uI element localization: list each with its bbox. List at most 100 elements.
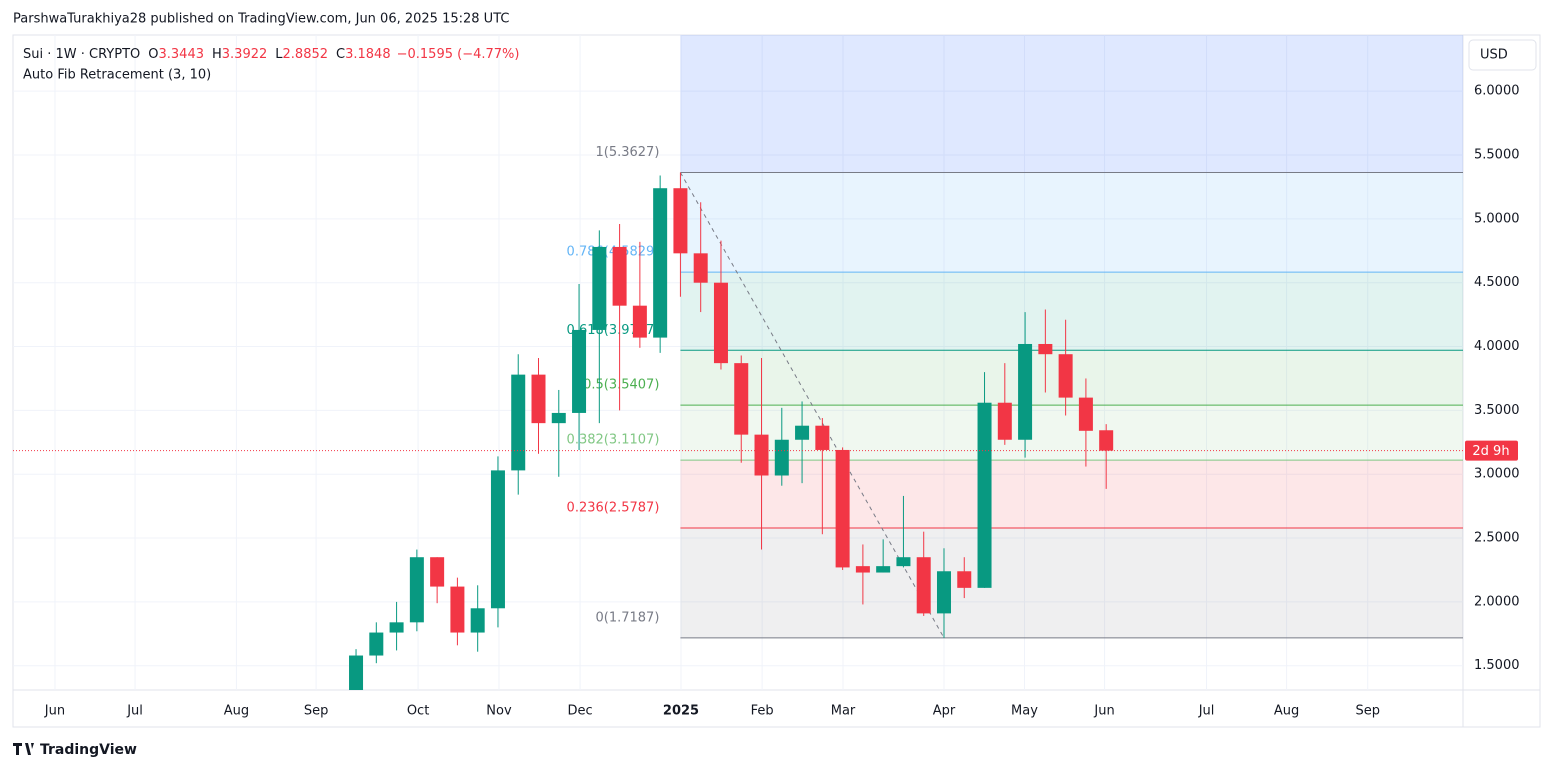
y-tick-label: 2.0000 [1474,594,1520,609]
symbol: Sui · 1W · CRYPTO [23,47,140,62]
candle-body [490,470,505,609]
background-layer [13,35,1463,690]
currency: USD [1480,48,1508,63]
candle-body [653,188,668,338]
fib-label: 0.5(3.5407) [583,378,659,393]
candle-body [795,425,810,440]
candle-body [997,402,1012,440]
candle-body [369,632,384,656]
y-tick-label: 4.5000 [1474,275,1520,290]
candle-body [936,571,951,614]
candle-body [1078,397,1093,431]
candle-body [1018,343,1033,440]
x-tick-label: Jun [1093,704,1114,719]
candle-body [1058,354,1073,398]
y-tick-label: 4.0000 [1474,339,1520,354]
ohlc-letter: L [275,47,283,62]
candle-body [1038,343,1053,355]
x-tick-label: Aug [1274,704,1299,719]
overlay-layer: 2d 9h [1465,440,1518,461]
y-tick-label: 6.0000 [1474,84,1520,99]
candle-body [673,188,688,254]
x-tick-label: Aug [224,704,249,719]
candle-body [511,374,526,471]
x-tick-label: May [1011,704,1038,719]
fib-label: 0.236(2.5787) [567,501,660,516]
y-tick-label: 3.5000 [1474,403,1520,418]
candle-body [835,449,850,568]
price-tag [1465,440,1518,461]
candle-body [531,374,546,424]
candle-body [572,329,587,413]
fib-zone [680,528,1463,638]
x-tick-label: Jul [1198,704,1215,719]
candle-body [470,608,485,633]
fib-label: 0(1.7187) [596,610,660,625]
candle-body [693,253,708,283]
y-tick-label: 5.0000 [1474,211,1520,226]
indicator-title: Auto Fib Retracement (3, 10) [23,68,211,83]
fib-label: 1(5.3627) [596,145,660,160]
ohlc-value: 3.3922 [222,47,268,62]
candle-body [551,412,566,424]
x-tick-label: Sep [304,704,329,719]
candle-body [612,246,627,306]
candle-body [592,246,607,330]
ohlc-letter: O [148,47,158,62]
candle-body [876,566,891,573]
x-tick-label: 2025 [663,704,699,719]
fib-zone [680,172,1463,273]
ohlc-letter: H [212,47,222,62]
x-tick-label: Jun [44,704,65,719]
candle-body [855,566,870,573]
candle-body [389,622,404,633]
countdown: 2d 9h [1472,444,1509,459]
x-tick-label: Jul [126,704,143,719]
fib-zone [680,35,1463,173]
candle-body [450,586,465,633]
fib-label: 0.382(3.1107) [567,433,660,448]
logo: TradingView [40,742,137,758]
currency-button[interactable] [1468,39,1537,71]
x-tick-label: Sep [1355,704,1380,719]
candle-body [896,557,911,567]
x-tick-label: Feb [751,704,774,719]
published-note: ParshwaTurakhiya28 published on TradingV… [13,12,509,27]
candle-body [430,557,445,587]
candle-body [349,655,364,690]
ohlc-letter: C [336,47,345,62]
x-tick-label: Apr [933,704,956,719]
x-tick-label: Nov [486,704,512,719]
candles-layer: 1(5.3627)0.786(4.5829)0.618(3.9707)0.5(3… [13,145,1463,690]
candle-body [1099,430,1114,451]
candle-body [916,557,931,614]
ohlc-value: 2.8852 [283,47,329,62]
fib-trend [679,172,945,639]
candle-body [774,439,789,476]
fib-zone [680,405,1463,461]
ohlc-value: 3.3443 [159,47,205,62]
logo-icon [13,743,34,755]
candle-body [409,557,424,623]
frame [12,34,1541,728]
y-tick-label: 5.5000 [1474,148,1520,163]
candle-body [815,425,830,450]
candle-body [957,571,972,588]
x-tick-label: Oct [407,704,429,719]
fib-zone [680,272,1463,351]
legend-ohlc: Sui · 1W · CRYPTO O3.3443 H3.3922 L2.8852 C3… [23,47,519,62]
candle-body [734,363,749,435]
candle-body [977,402,992,588]
y-tick-label: 3.0000 [1474,467,1520,482]
candle-body [632,305,647,338]
x-tick-label: Mar [831,704,856,719]
candle-body [713,282,728,364]
change: −0.1595 (−4.77%) [397,47,520,62]
ohlc-value: 3.1848 [345,47,391,62]
y-tick-label: 2.5000 [1474,531,1520,546]
candle-body [754,434,769,476]
x-tick-label: Dec [567,704,592,719]
y-tick-label: 1.5000 [1474,658,1520,673]
